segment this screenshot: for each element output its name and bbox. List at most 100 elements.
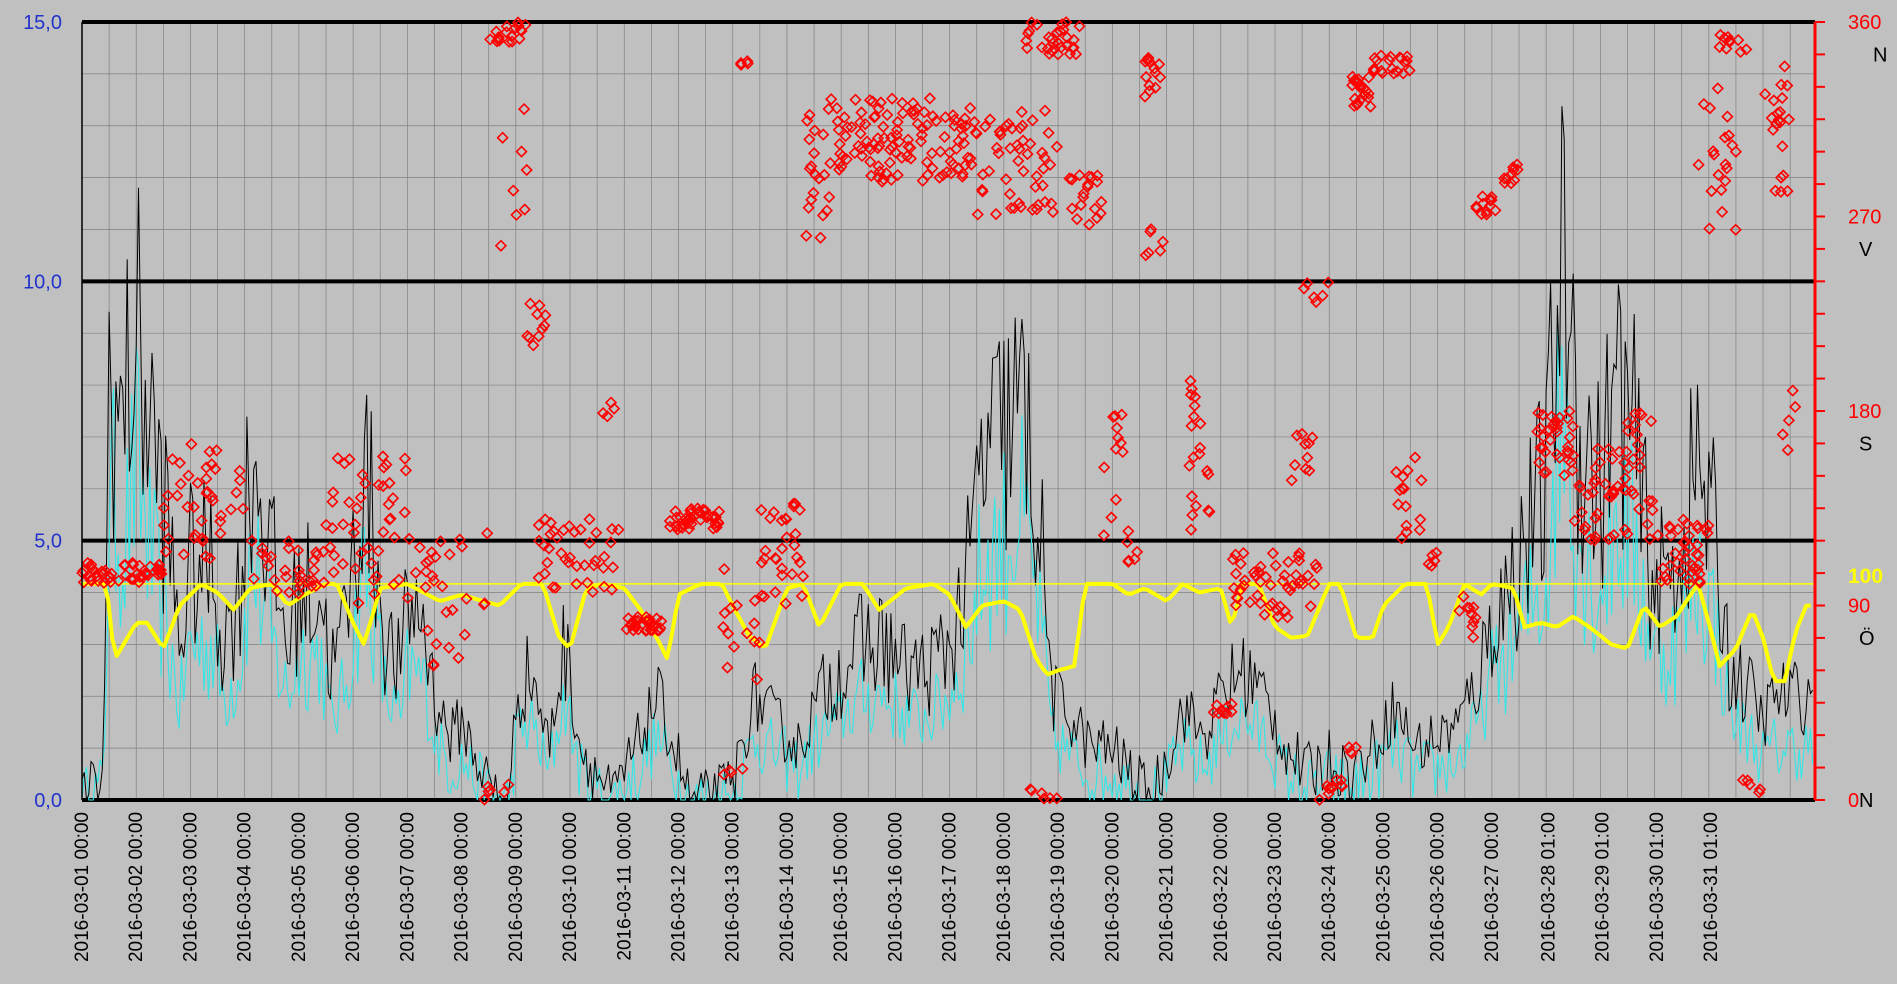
direction-marker [427, 659, 440, 672]
direction-marker [446, 603, 459, 617]
direction-marker [430, 637, 443, 651]
direction-marker [455, 540, 469, 553]
direction-marker [292, 587, 305, 600]
direction-marker [938, 130, 951, 144]
direction-marker [965, 158, 978, 171]
direction-marker [532, 534, 546, 547]
direction-marker [1723, 35, 1736, 49]
direction-marker [1271, 603, 1284, 617]
direction-marker [796, 570, 810, 583]
direction-marker [1664, 559, 1677, 572]
direction-marker [1225, 697, 1238, 711]
direction-marker [1589, 473, 1602, 487]
direction-marker [1457, 590, 1470, 603]
direction-marker [1081, 178, 1095, 191]
direction-marker [741, 57, 754, 70]
direction-marker [359, 477, 372, 490]
direction-marker [809, 168, 822, 182]
x-axis-tick-label: 2016-03-18 00:00 [994, 812, 1015, 962]
direction-marker [993, 125, 1006, 138]
direction-marker [612, 523, 625, 536]
direction-marker [1687, 562, 1700, 575]
direction-marker [200, 472, 213, 485]
direction-marker [201, 485, 214, 498]
direction-marker [141, 569, 155, 582]
direction-marker [1484, 194, 1497, 207]
direction-marker [1187, 410, 1201, 423]
x-axis-tick-label: 2016-03-27 00:00 [1482, 812, 1503, 962]
direction-marker [793, 503, 806, 517]
direction-marker [1722, 129, 1736, 142]
direction-marker [920, 118, 934, 132]
direction-marker [307, 563, 321, 577]
direction-marker [478, 793, 491, 806]
direction-marker [1537, 466, 1551, 479]
direction-marker [264, 550, 278, 563]
direction-marker [1677, 536, 1690, 549]
direction-marker [1375, 64, 1388, 78]
direction-marker [1149, 66, 1162, 79]
direction-marker [802, 201, 815, 214]
direction-marker [880, 167, 893, 180]
direction-marker [881, 108, 894, 122]
direction-marker [523, 331, 536, 344]
direction-marker [1013, 142, 1026, 156]
direction-marker [839, 129, 852, 143]
direction-marker [911, 117, 924, 131]
direction-marker [1758, 87, 1772, 101]
direction-marker [1566, 420, 1580, 433]
direction-marker [1065, 173, 1079, 186]
direction-marker [807, 186, 820, 200]
direction-marker [1633, 407, 1647, 420]
direction-marker [1692, 158, 1705, 171]
direction-marker [1415, 474, 1428, 487]
direction-marker [1782, 113, 1796, 126]
direction-marker [1231, 592, 1244, 605]
direction-marker [1156, 235, 1170, 248]
direction-marker [721, 661, 734, 674]
direction-marker [852, 139, 865, 153]
direction-marker [1193, 447, 1206, 461]
direction-marker [930, 114, 943, 128]
direction-marker [934, 145, 947, 158]
direction-marker [914, 135, 928, 148]
direction-marker [877, 173, 890, 186]
direction-marker [1227, 581, 1241, 595]
direction-marker [604, 536, 617, 549]
direction-marker [538, 319, 551, 332]
direction-marker [1210, 699, 1223, 712]
direction-marker [1719, 174, 1732, 188]
compass-label: S [1859, 433, 1872, 455]
direction-marker [348, 518, 362, 531]
direction-marker [807, 147, 821, 160]
direction-marker [873, 139, 886, 153]
direction-marker [355, 547, 368, 560]
direction-marker [1200, 464, 1214, 478]
direction-marker [97, 576, 111, 589]
direction-marker [855, 106, 868, 119]
direction-marker [824, 157, 837, 170]
direction-marker [419, 565, 433, 578]
direction-marker [1544, 433, 1557, 447]
direction-marker [171, 489, 184, 502]
direction-marker [805, 160, 818, 173]
compass-label: N [1873, 44, 1887, 66]
direction-marker [607, 402, 621, 415]
compass-label: Ö [1859, 628, 1875, 650]
direction-marker [1354, 81, 1367, 95]
direction-marker [324, 541, 337, 554]
direction-marker [383, 476, 396, 490]
direction-marker [1362, 71, 1375, 84]
right-axis-tick-label: 270 [1848, 207, 1881, 229]
direction-marker [1266, 547, 1280, 560]
direction-marker [853, 116, 867, 129]
wind-direction-series [76, 16, 1802, 806]
direction-marker [532, 330, 545, 343]
direction-marker [510, 208, 523, 222]
direction-marker [1606, 452, 1619, 466]
direction-marker [1043, 47, 1056, 60]
direction-marker [1264, 578, 1277, 592]
direction-marker [1776, 140, 1789, 153]
direction-marker [950, 142, 963, 155]
reference-line-label: 100 [1848, 565, 1883, 588]
